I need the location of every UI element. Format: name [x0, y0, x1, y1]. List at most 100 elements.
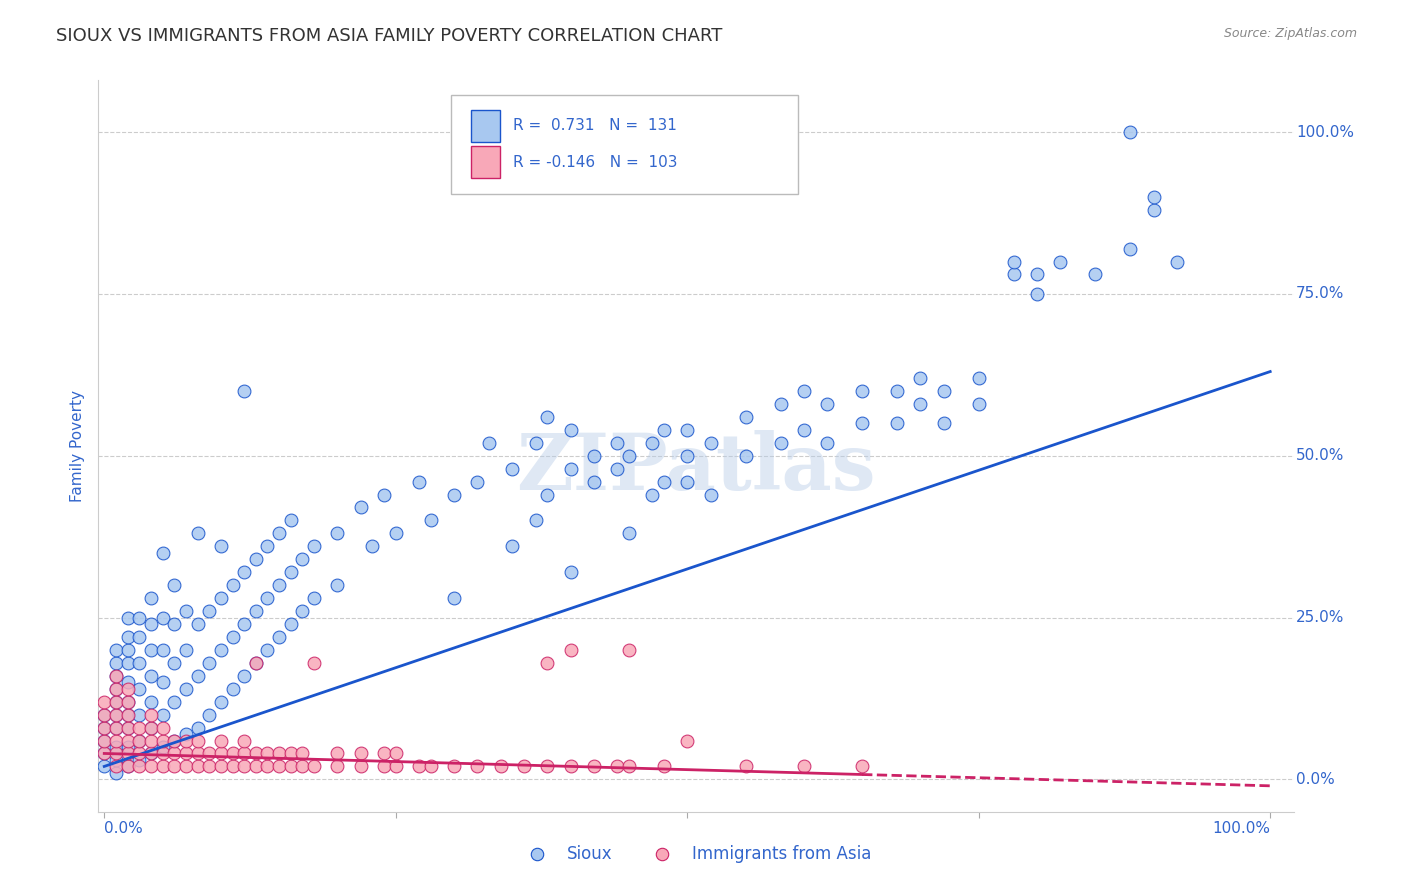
- Point: [652, 759, 675, 773]
- Point: [174, 747, 197, 761]
- Point: [221, 747, 243, 761]
- Point: [734, 759, 756, 773]
- Point: [291, 747, 314, 761]
- Point: [769, 397, 792, 411]
- FancyBboxPatch shape: [471, 110, 501, 142]
- Point: [117, 643, 139, 657]
- Point: [128, 759, 150, 773]
- Point: [117, 656, 139, 670]
- Point: [163, 695, 186, 709]
- Point: [373, 747, 395, 761]
- Point: [245, 604, 267, 618]
- Point: [163, 733, 186, 747]
- Text: ZIPatlas: ZIPatlas: [516, 430, 876, 506]
- Point: [617, 449, 640, 463]
- Point: [117, 721, 139, 735]
- Point: [1002, 254, 1025, 268]
- Point: [676, 733, 699, 747]
- Point: [233, 759, 256, 773]
- Point: [793, 759, 815, 773]
- Point: [186, 721, 208, 735]
- Point: [245, 656, 267, 670]
- Point: [815, 435, 838, 450]
- Point: [128, 656, 150, 670]
- Point: [174, 733, 197, 747]
- Point: [291, 604, 314, 618]
- FancyBboxPatch shape: [451, 95, 797, 194]
- Point: [139, 695, 162, 709]
- Point: [967, 371, 990, 385]
- Point: [606, 759, 628, 773]
- Point: [186, 526, 208, 541]
- Point: [641, 435, 664, 450]
- Point: [652, 475, 675, 489]
- Point: [1049, 254, 1071, 268]
- Point: [139, 669, 162, 683]
- Point: [93, 733, 115, 747]
- Point: [408, 759, 430, 773]
- Point: [104, 721, 127, 735]
- Point: [209, 747, 232, 761]
- Point: [734, 409, 756, 424]
- Point: [152, 739, 174, 754]
- Point: [104, 765, 127, 780]
- Point: [152, 707, 174, 722]
- Point: [152, 546, 174, 560]
- Point: [233, 384, 256, 398]
- Point: [139, 747, 162, 761]
- Point: [174, 643, 197, 657]
- Point: [128, 707, 150, 722]
- Point: [174, 759, 197, 773]
- Point: [302, 759, 325, 773]
- Point: [117, 759, 139, 773]
- Point: [560, 759, 582, 773]
- Point: [186, 617, 208, 632]
- Point: [280, 747, 302, 761]
- Point: [221, 578, 243, 592]
- Point: [221, 681, 243, 696]
- Point: [256, 759, 278, 773]
- Point: [93, 721, 115, 735]
- Point: [793, 423, 815, 437]
- Point: [536, 409, 558, 424]
- Point: [104, 733, 127, 747]
- Point: [269, 578, 291, 592]
- Point: [269, 630, 291, 644]
- Point: [186, 759, 208, 773]
- Point: [209, 759, 232, 773]
- Text: Source: ZipAtlas.com: Source: ZipAtlas.com: [1223, 27, 1357, 40]
- Point: [93, 747, 115, 761]
- Point: [513, 759, 536, 773]
- Point: [967, 397, 990, 411]
- Point: [384, 747, 406, 761]
- Y-axis label: Family Poverty: Family Poverty: [69, 390, 84, 502]
- Point: [384, 759, 406, 773]
- Point: [676, 475, 699, 489]
- Point: [209, 643, 232, 657]
- Point: [152, 733, 174, 747]
- Point: [93, 707, 115, 722]
- Point: [617, 526, 640, 541]
- Text: 100.0%: 100.0%: [1296, 125, 1354, 139]
- Point: [851, 759, 873, 773]
- Point: [163, 578, 186, 592]
- Point: [291, 552, 314, 566]
- Point: [582, 759, 605, 773]
- Point: [117, 733, 139, 747]
- Point: [467, 759, 489, 773]
- Point: [606, 461, 628, 475]
- Point: [198, 707, 221, 722]
- Point: [152, 759, 174, 773]
- Point: [350, 500, 373, 515]
- Point: [793, 384, 815, 398]
- Point: [302, 591, 325, 606]
- Point: [851, 384, 873, 398]
- Point: [93, 733, 115, 747]
- Point: [419, 759, 441, 773]
- Point: [1119, 242, 1142, 256]
- Point: [198, 656, 221, 670]
- Point: [93, 747, 115, 761]
- Point: [128, 610, 150, 624]
- Point: [117, 681, 139, 696]
- Point: [198, 604, 221, 618]
